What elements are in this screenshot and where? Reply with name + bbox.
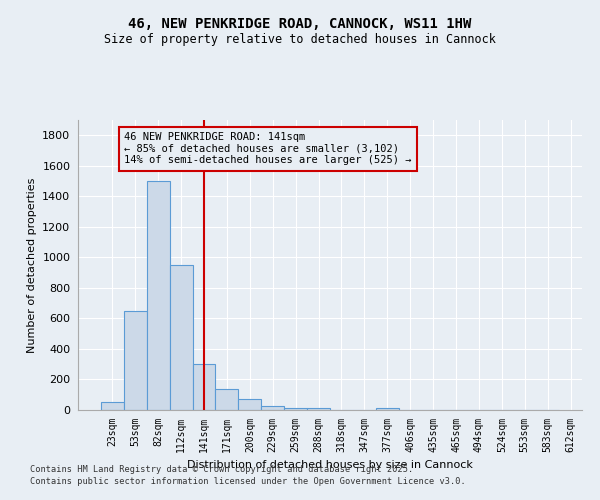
Bar [215,388,238,410]
Bar [307,408,330,410]
Text: Contains HM Land Registry data © Crown copyright and database right 2025.: Contains HM Land Registry data © Crown c… [30,466,413,474]
Y-axis label: Number of detached properties: Number of detached properties [26,178,37,352]
X-axis label: Distribution of detached houses by size in Cannock: Distribution of detached houses by size … [187,460,473,470]
Bar [147,181,170,410]
Bar [261,406,284,410]
Text: 46 NEW PENKRIDGE ROAD: 141sqm
← 85% of detached houses are smaller (3,102)
14% o: 46 NEW PENKRIDGE ROAD: 141sqm ← 85% of d… [124,132,412,166]
Text: Size of property relative to detached houses in Cannock: Size of property relative to detached ho… [104,32,496,46]
Bar [284,408,307,410]
Bar [124,311,147,410]
Bar [376,408,399,410]
Bar [193,364,215,410]
Text: 46, NEW PENKRIDGE ROAD, CANNOCK, WS11 1HW: 46, NEW PENKRIDGE ROAD, CANNOCK, WS11 1H… [128,18,472,32]
Text: Contains public sector information licensed under the Open Government Licence v3: Contains public sector information licen… [30,477,466,486]
Bar [238,400,261,410]
Bar [170,265,193,410]
Bar [101,402,124,410]
